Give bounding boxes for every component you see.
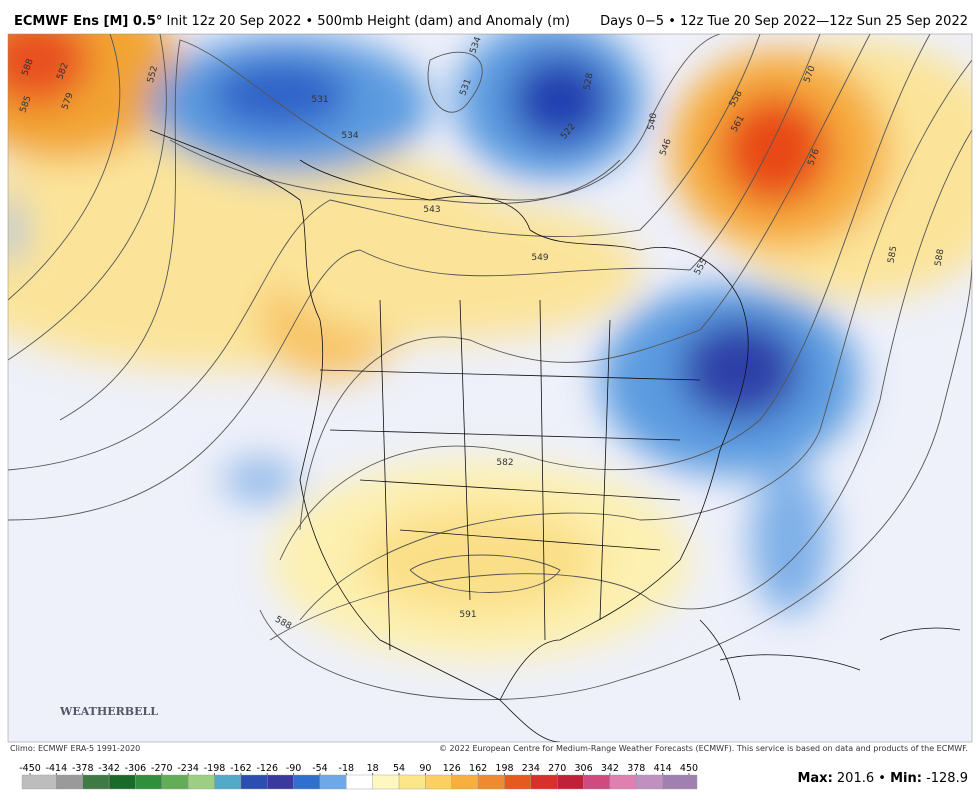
colorbar-tick-label: -342 [98, 763, 120, 774]
colorbar-cell [187, 774, 215, 790]
colorbar-cell [267, 774, 294, 790]
logo: WEATHERBELL [59, 705, 158, 718]
contour-label: 582 [496, 458, 513, 468]
contour-label: 585 [887, 245, 900, 264]
colorbar-tick-label: 90 [419, 763, 431, 774]
colorbar-tick-label: 342 [601, 763, 619, 774]
climo: Climo: ECMWF ERA-5 1991-2020 [10, 744, 140, 753]
copyright: © 2022 European Centre for Medium-Range … [439, 744, 968, 753]
colorbar: -450 -414 -378 -342 -306 -270 -234 -198 -162 -126… [19, 763, 698, 790]
colorbar-cell [319, 774, 347, 790]
colorbar-cell [293, 774, 321, 790]
colorbar-tick-label: 450 [680, 763, 698, 774]
colorbar-tick-label: -234 [177, 763, 199, 774]
contour-label: 534 [341, 131, 358, 141]
map-frame [7, 33, 973, 743]
colorbar-tick-label: 378 [627, 763, 645, 774]
max-value: 201.6 [837, 771, 874, 786]
colorbar-tick-label: -198 [204, 763, 226, 774]
colorbar-cell [214, 774, 242, 790]
contour-label: 591 [459, 610, 476, 620]
header: ECMWF Ens [M] 0.5° Init 12z 20 Sep 2022 … [14, 14, 570, 29]
anomaly-field [8, 34, 972, 660]
colorbar-cell [346, 774, 373, 790]
min-label: Min: [890, 771, 922, 786]
colorbar-tick-label: -306 [125, 763, 147, 774]
colorbar-tick-label: 162 [469, 763, 487, 774]
model: ECMWF Ens [M] 0.5° [14, 14, 162, 29]
colorbar-tick-label: -54 [312, 763, 328, 774]
colorbar-tick-label: 126 [443, 763, 461, 774]
contour-label: 543 [423, 205, 440, 215]
colorbar-tick-label: 198 [495, 763, 513, 774]
colorbar-tick-label: -378 [72, 763, 94, 774]
colorbar-cell [583, 774, 611, 790]
colorbar-cell [108, 774, 136, 790]
contour-label: 588 [934, 248, 947, 267]
min-value: -128.9 [926, 771, 968, 786]
contour-label: 540 [647, 112, 660, 131]
contour-label: 549 [531, 253, 548, 263]
height-contours [8, 34, 972, 701]
contour-label: 531 [311, 95, 328, 105]
colorbar-tick-label: 270 [548, 763, 566, 774]
colorbar-tick-label: -270 [151, 763, 173, 774]
max-label: Max: [797, 771, 832, 786]
colorbar-cell [504, 774, 532, 790]
colorbar-cell [82, 774, 110, 790]
coastlines [149, 129, 961, 742]
separator: • [878, 771, 886, 786]
colorbar-tick-label: 234 [522, 763, 540, 774]
colorbar-cell [557, 774, 584, 790]
colorbar-tick-label: -450 [19, 763, 41, 774]
colorbar-cell [451, 774, 479, 790]
colorbar-tick-label: -162 [230, 763, 252, 774]
init: Init 12z 20 Sep 2022 • 500mb Height (dam… [167, 14, 570, 29]
colorbar-tick-label: 306 [574, 763, 592, 774]
colorbar-cell [372, 774, 400, 790]
colorbar-cell [135, 774, 163, 790]
colorbar-cell [398, 774, 426, 790]
colorbar-cell [56, 774, 83, 790]
colorbar-cell [21, 774, 57, 790]
contour-label: 552 [146, 65, 160, 84]
colorbar-tick-label: -126 [256, 763, 278, 774]
colorbar-tick-label: 54 [393, 763, 405, 774]
contour-label: 528 [583, 72, 596, 91]
colorbar-cell [530, 774, 558, 790]
colorbar-tick-label: -414 [46, 763, 68, 774]
colorbar-tick-label: 414 [654, 763, 672, 774]
colorbar-cell [477, 774, 505, 790]
colorbar-cell [609, 774, 637, 790]
colorbar-cell [425, 774, 452, 790]
colorbar-cell [662, 774, 698, 790]
valid-time: Days 0−5 • 12z Tue 20 Sep 2022—12z Sun 2… [600, 14, 968, 29]
colorbar-cell [240, 774, 268, 790]
colorbar-tick-label: -90 [286, 763, 302, 774]
colorbar-cell [161, 774, 189, 790]
stats: Max: 201.6 • Min: -128.9 [797, 771, 968, 786]
colorbar-tick-label: -18 [339, 763, 355, 774]
colorbar-cell [636, 774, 663, 790]
colorbar-tick-label: 18 [367, 763, 379, 774]
